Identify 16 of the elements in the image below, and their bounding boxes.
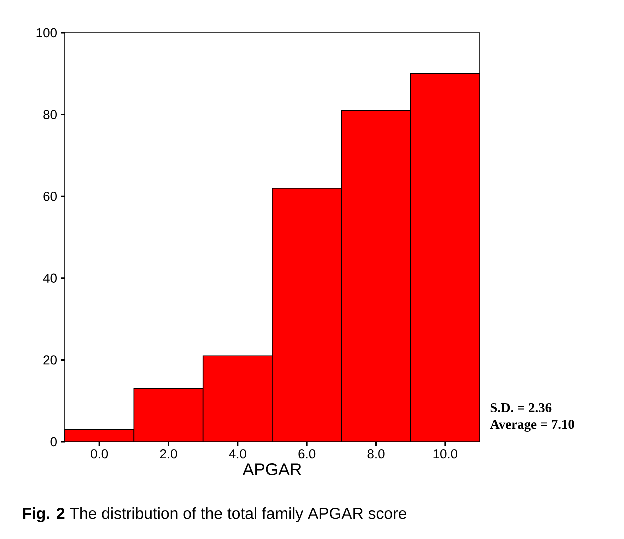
y-tick-label: 0 (50, 437, 57, 447)
x-tick-label: 8.0 (368, 450, 385, 459)
x-tick-label: 2.0 (160, 450, 178, 459)
text: Average = 7.10 (490, 420, 574, 432)
y-tick-label: 80 (44, 110, 57, 120)
x-tick-label: 0.0 (91, 450, 108, 459)
x-tick-label: 4.0 (229, 450, 246, 459)
y-tick-label: 60 (44, 192, 57, 202)
text: S.D. = 2.36 (490, 403, 552, 413)
x-tick-label: 6.0 (298, 450, 316, 459)
x-tick-label: 10.0 (434, 450, 458, 459)
y-tick-label: 40 (43, 274, 57, 283)
x-axis-title: APGAR (242, 464, 302, 476)
text: Fig. 2 The distribution of the total family APGAR score (23, 508, 407, 522)
y-tick-label: 20 (44, 356, 57, 365)
y-tick-label: 100 (36, 28, 57, 38)
